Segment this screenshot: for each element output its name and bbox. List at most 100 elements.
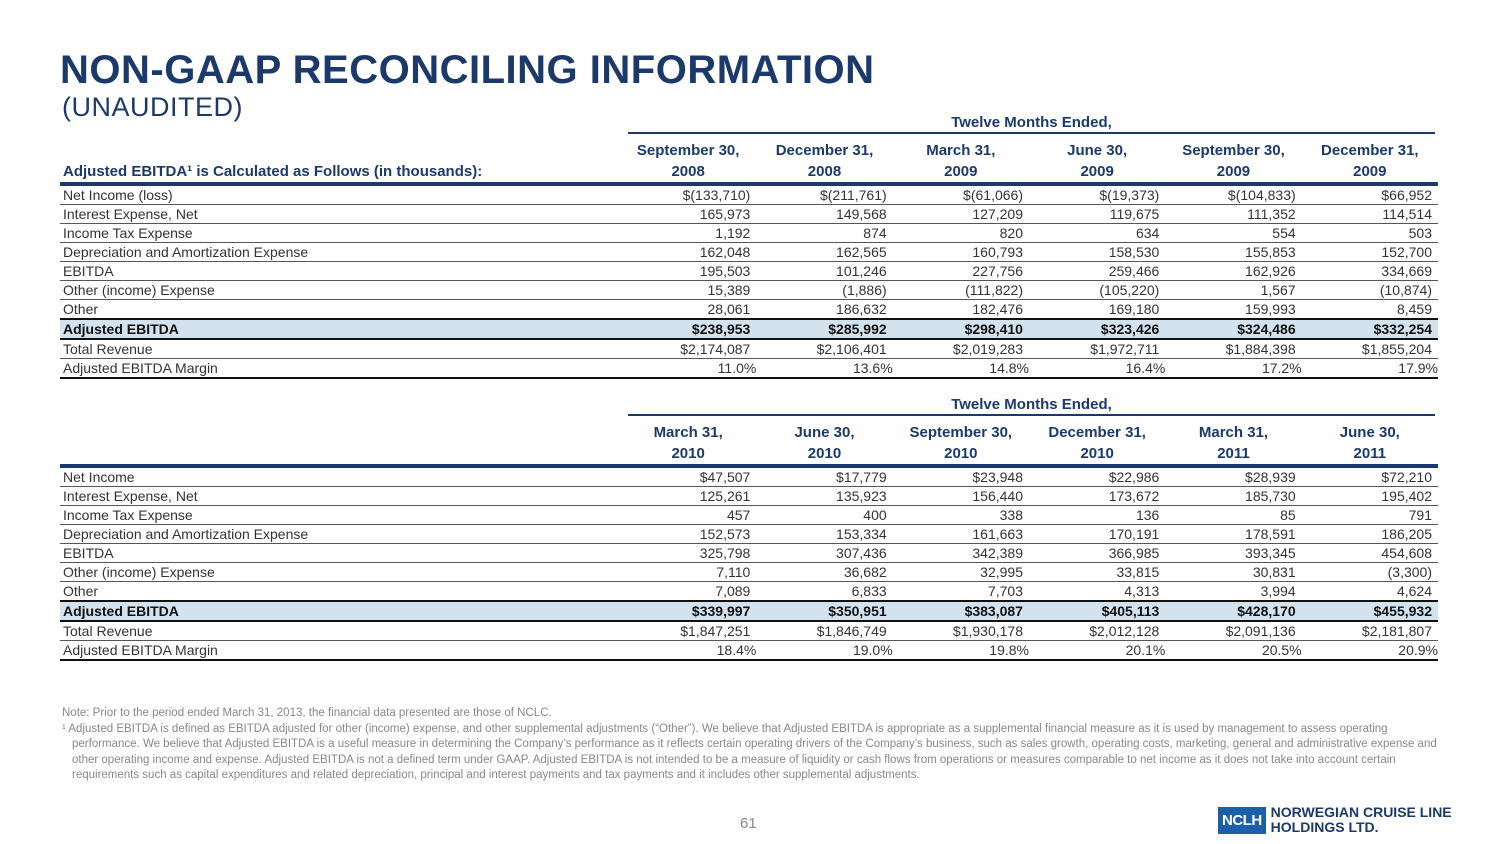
column-header-year: 2010 <box>807 445 842 462</box>
row-label: Interest Expense, Net <box>60 486 620 506</box>
table-row: Income Tax Expense 1,192 874 820 634 554 503 <box>60 223 1438 243</box>
row-label: Other <box>60 299 620 320</box>
column-header-year: 2011 <box>1217 445 1250 462</box>
cell-value: 400 <box>756 505 893 525</box>
column-header-period: June 30, <box>1067 142 1128 159</box>
column-header: December 31, 2010 <box>1028 422 1166 468</box>
cell-value: 366,985 <box>1028 543 1166 563</box>
cell-value: $(61,066) <box>892 184 1029 205</box>
cell-value: $350,951 <box>756 600 893 622</box>
cell-value: 554 <box>1165 223 1302 243</box>
cell-value: 17.9% <box>1301 358 1438 379</box>
cell-value: 227,756 <box>892 261 1029 281</box>
cell-value: 160,793 <box>892 242 1029 262</box>
logo-mark: NCLH <box>1218 806 1266 834</box>
cell-value: $339,997 <box>620 600 757 622</box>
column-header-period: September 30, <box>636 142 740 159</box>
cell-value: 820 <box>892 223 1029 243</box>
cell-value: $1,930,178 <box>892 621 1029 641</box>
row-label: Total Revenue <box>60 339 620 359</box>
cell-value: 503 <box>1301 223 1438 243</box>
column-header-period: June 30, <box>1339 424 1400 441</box>
cell-value: 20.1% <box>1028 640 1166 661</box>
cell-value: 20.5% <box>1165 640 1302 661</box>
cell-value: 17.2% <box>1165 358 1302 379</box>
cell-value: $1,846,749 <box>756 621 893 641</box>
column-header-period: March 31, <box>1198 424 1269 441</box>
cell-value: 127,209 <box>892 204 1029 224</box>
cell-value: 18.4% <box>620 640 757 661</box>
cell-value: 334,669 <box>1301 261 1438 281</box>
cell-value: 101,246 <box>756 261 893 281</box>
cell-value: 7,703 <box>892 581 1029 602</box>
table-row: Net Income $47,507 $17,779 $23,948 $22,986 $2… <box>60 466 1438 487</box>
cell-value: 125,261 <box>620 486 757 506</box>
cell-value: 325,798 <box>620 543 757 563</box>
cell-value: 307,436 <box>756 543 893 563</box>
row-label: Adjusted EBITDA <box>60 600 620 622</box>
row-label: Interest Expense, Net <box>60 204 620 224</box>
cell-value: $1,884,398 <box>1165 339 1302 359</box>
label-header <box>60 422 620 468</box>
data-table: March 31, 2010 June 30, 2010 September 30, 20… <box>60 422 1438 661</box>
cell-value: 185,730 <box>1165 486 1302 506</box>
cell-value: (105,220) <box>1028 280 1166 300</box>
column-header-period: December 31, <box>775 142 874 159</box>
row-label: Adjusted EBITDA Margin <box>60 358 620 379</box>
cell-value: $2,181,807 <box>1301 621 1438 641</box>
header-row: Adjusted EBITDA¹ is Calculated as Follow… <box>60 140 1438 186</box>
cell-value: 19.0% <box>756 640 893 661</box>
cell-value: 173,672 <box>1028 486 1166 506</box>
row-label: Other (income) Expense <box>60 562 620 582</box>
column-header-year: 2010 <box>671 445 705 462</box>
cell-value: 457 <box>620 505 757 525</box>
cell-value: 454,608 <box>1301 543 1438 563</box>
row-label: EBITDA <box>60 543 620 563</box>
cell-value: 162,048 <box>620 242 757 262</box>
table-row: Total Revenue $1,847,251 $1,846,749 $1,930,… <box>60 621 1438 641</box>
cell-value: 14.8% <box>892 358 1029 379</box>
table-row: Total Revenue $2,174,087 $2,106,401 $2,019,… <box>60 339 1438 359</box>
cell-value: $17,779 <box>756 466 893 487</box>
cell-value: 19.8% <box>892 640 1029 661</box>
cell-value: 20.9% <box>1301 640 1438 661</box>
column-header-period: June 30, <box>794 424 855 441</box>
table-row: Depreciation and Amortization Expense 152… <box>60 524 1438 544</box>
cell-value: 32,995 <box>892 562 1029 582</box>
column-header-period: December 31, <box>1321 142 1419 159</box>
cell-value: 195,402 <box>1301 486 1438 506</box>
table-row: Interest Expense, Net 165,973 149,568 127,2… <box>60 204 1438 224</box>
row-label: Other (income) Expense <box>60 280 620 300</box>
cell-value: 4,313 <box>1028 581 1166 602</box>
column-header-period: December 31, <box>1048 424 1146 441</box>
column-header: December 31, 2008 <box>756 140 893 186</box>
cell-value: 186,632 <box>756 299 893 320</box>
column-header-year: 2009 <box>944 163 978 180</box>
cell-value: $2,174,087 <box>620 339 757 359</box>
cell-value: 28,061 <box>620 299 757 320</box>
cell-value: 135,923 <box>756 486 893 506</box>
cell-value: 30,831 <box>1165 562 1302 582</box>
cell-value: 162,565 <box>756 242 893 262</box>
cell-value: $2,019,283 <box>892 339 1029 359</box>
row-label: Depreciation and Amortization Expense <box>60 524 620 544</box>
logo-line-2: HOLDINGS LTD. <box>1270 819 1379 835</box>
footnotes: Note: Prior to the period ended March 31… <box>62 706 1452 784</box>
cell-value: $(133,710) <box>620 184 757 205</box>
table-row: EBITDA 325,798 307,436 342,389 366,985 393,34… <box>60 543 1438 563</box>
column-header-year: 2009 <box>1080 163 1114 180</box>
cell-value: (10,874) <box>1301 280 1438 300</box>
cell-value: $1,855,204 <box>1301 339 1438 359</box>
cell-value: $1,847,251 <box>620 621 757 641</box>
cell-value: 4,624 <box>1301 581 1438 602</box>
column-header-year: 2008 <box>807 163 842 180</box>
footnote-text: ¹ Adjusted EBITDA is defined as EBITDA a… <box>62 722 1437 782</box>
cell-value: 153,334 <box>756 524 893 544</box>
cell-value: 342,389 <box>892 543 1029 563</box>
cell-value: (111,822) <box>892 280 1029 300</box>
data-table: Adjusted EBITDA¹ is Calculated as Follow… <box>60 140 1438 379</box>
cell-value: 149,568 <box>756 204 893 224</box>
column-header-year: 2008 <box>671 163 705 180</box>
cell-value: $428,170 <box>1165 600 1302 622</box>
cell-value: $(104,833) <box>1165 184 1302 205</box>
